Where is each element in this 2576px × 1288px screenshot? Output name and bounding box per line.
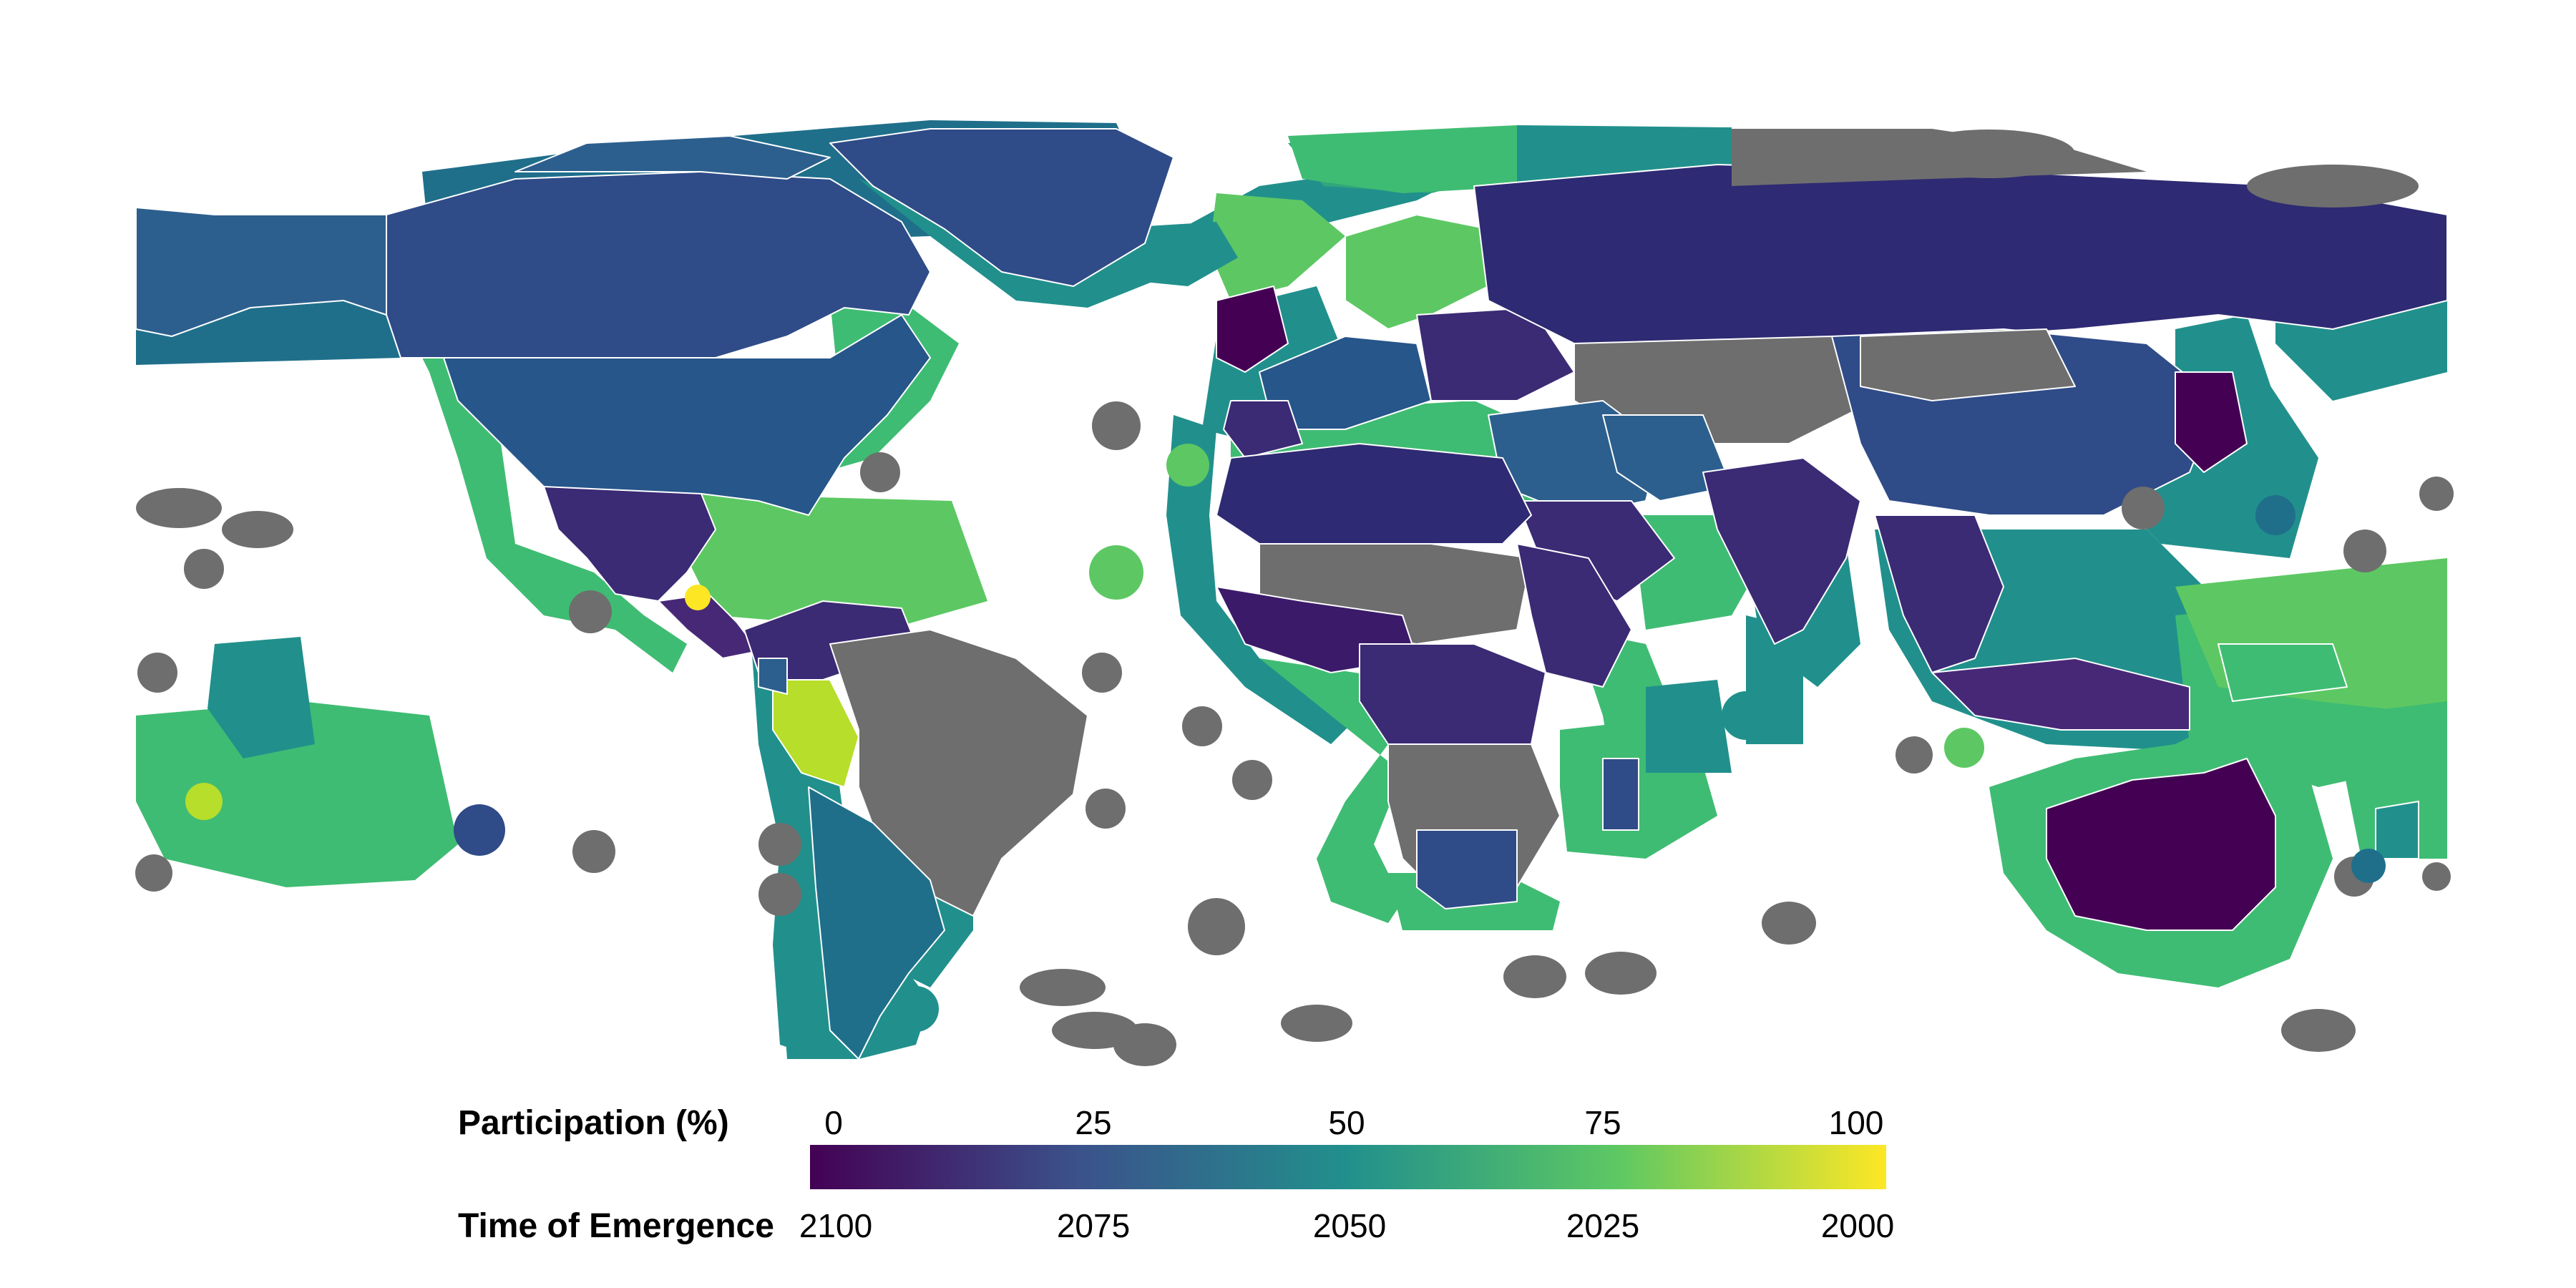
alaska [135, 207, 387, 337]
eez-atlantic-grey-1 [1092, 401, 1141, 450]
emergence-tick: 2000 [1820, 1207, 1895, 1244]
eez-pacific-grey-6 [135, 854, 172, 892]
eez-us-west-coast [401, 315, 572, 615]
eez-south-atlantic-grey-1 [1188, 898, 1245, 955]
eez-azores [1166, 444, 1209, 487]
eez-chagos [1722, 691, 1770, 740]
japan-korea [2175, 371, 2248, 473]
eez-caribbean [687, 494, 987, 630]
eez-pacific-yellow [685, 585, 711, 610]
eez-pacific-grey-12 [2122, 487, 2165, 530]
uk-ireland [1216, 286, 1289, 373]
participation-tick: 100 [1828, 1104, 1884, 1141]
madagascar [1602, 758, 1639, 831]
participation-tick: 25 [1075, 1104, 1112, 1141]
colorbar [810, 1145, 1886, 1189]
eez-indian-grey-1 [1503, 955, 1566, 998]
north-africa [1216, 443, 1532, 545]
participation-legend-title: Participation (%) [458, 1104, 729, 1142]
eez-atlantic-grey-2 [860, 452, 900, 492]
southeast-asia [1874, 514, 2004, 673]
new-guinea [2218, 643, 2348, 702]
india [1702, 457, 1861, 645]
eez-south-atlantic-grey-5 [1281, 1005, 1352, 1042]
eez-pacific-grey-1 [136, 488, 222, 528]
indonesia [1931, 658, 2190, 731]
east-africa [1516, 543, 1632, 688]
colored-island-eez-layer [185, 444, 2386, 1032]
emergence-tick: 2050 [1312, 1207, 1387, 1244]
eez-atlantic-grey-3 [1082, 653, 1122, 693]
eez-atlantic-grey-5 [1232, 760, 1272, 800]
eez-pacific-grey-5 [137, 653, 177, 693]
eez-south-atlantic-grey-4 [1113, 1023, 1176, 1066]
eez-pacific-grey-3 [184, 549, 224, 589]
eez-samoa-yellow [185, 783, 223, 820]
australia [2046, 758, 2276, 931]
emergence-legend-title: Time of Emergence [458, 1207, 774, 1245]
eez-indian-grey-4 [1896, 736, 1933, 774]
emergence-tick: 2100 [799, 1207, 873, 1244]
eez-atlantic-grey-4 [1182, 706, 1222, 746]
eez-arctic-grey-3 [1732, 129, 2147, 186]
eez-gulf-of-guinea [1259, 658, 1402, 923]
eez-atlantic-grey-6 [1085, 789, 1126, 829]
scandinavia [1345, 214, 1489, 330]
south-africa [1416, 829, 1518, 909]
participation-tick: 0 [824, 1104, 843, 1141]
eez-norway-sea [1209, 193, 1345, 301]
participation-tick: 50 [1328, 1104, 1365, 1141]
argentina-chile [808, 786, 945, 1060]
eez-pacific-grey-11 [2422, 862, 2451, 891]
eez-pacific-grey-9 [2419, 477, 2454, 511]
eez-pacific-south-islands [136, 701, 458, 887]
eez-pacific-grey-8 [2343, 530, 2386, 572]
eez-hawaii-south [454, 804, 505, 856]
eez-pacific-grey-2 [222, 511, 293, 548]
central-africa [1359, 643, 1546, 759]
eez-mauritius [1944, 728, 1984, 768]
participation-tick: 75 [1584, 1104, 1621, 1141]
eez-indian-grey-2 [1585, 952, 1657, 995]
eez-indian-grey-3 [1762, 902, 1816, 945]
eez-hawaii-line [208, 637, 315, 758]
eez-micronesia [2255, 495, 2296, 535]
eez-indian-ocean-islands [1646, 680, 1732, 773]
eez-south-atlantic-grey-2 [1020, 969, 1106, 1006]
eez-svalbard [1288, 125, 1531, 193]
iberia [1223, 400, 1303, 459]
ecuador [758, 658, 788, 695]
new-zealand [2375, 801, 2419, 859]
peru [772, 679, 859, 788]
usa [443, 314, 931, 516]
mongolia [1860, 328, 2076, 401]
greenland [829, 128, 1174, 287]
eez-pacific-grey-7 [572, 830, 615, 873]
eez-atlantic-grey-7 [758, 823, 801, 866]
land-layer [135, 128, 2448, 1060]
eez-arctic-grey-2 [2247, 165, 2419, 208]
emergence-tick: 2025 [1566, 1207, 1640, 1244]
eez-southern-grey-1 [2281, 1009, 2356, 1052]
eez-falklands [893, 986, 939, 1032]
iran [1602, 414, 1732, 502]
eez-pacific-grey-4 [569, 590, 612, 633]
eez-nz-outlying [2351, 849, 2386, 883]
eez-atlantic-grey-8 [758, 873, 801, 916]
canada-arctic-islands [514, 135, 831, 180]
emergence-tick: 2075 [1056, 1207, 1131, 1244]
eez-cape-verde [1089, 545, 1143, 600]
no-data-eez-layer [135, 129, 2454, 1066]
